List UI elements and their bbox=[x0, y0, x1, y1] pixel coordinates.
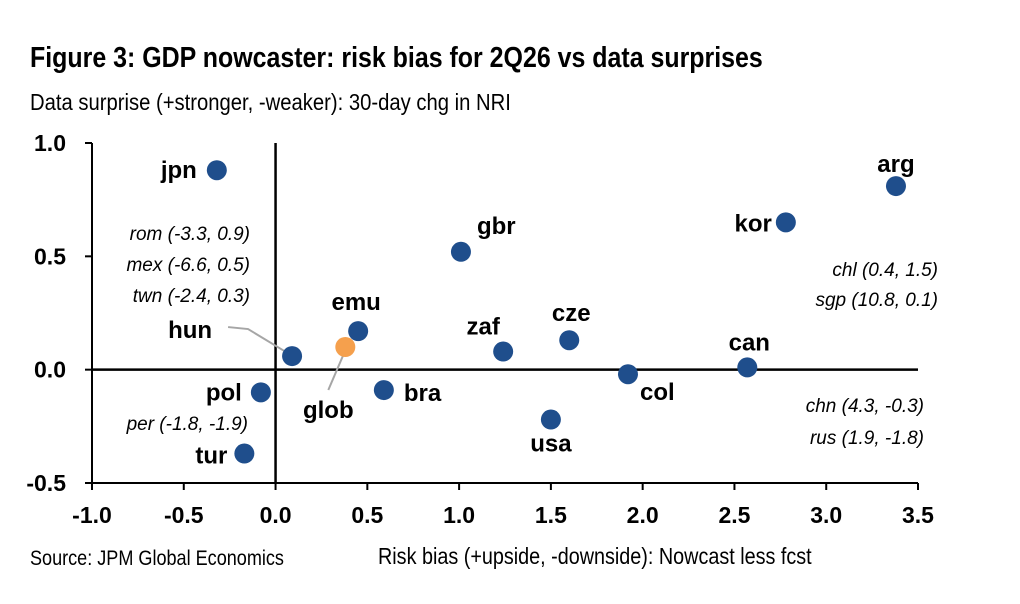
x-tick-label: 3.0 bbox=[810, 502, 842, 528]
data-label-jpn: jpn bbox=[160, 157, 197, 184]
x-tick-label: 0.5 bbox=[351, 502, 383, 528]
data-label-tur: tur bbox=[195, 443, 227, 470]
data-label-pol: pol bbox=[206, 379, 242, 406]
offscale-annotation: mex (-6.6, 0.5) bbox=[126, 255, 250, 276]
x-tick-label: 2.5 bbox=[718, 502, 750, 528]
data-point-pol bbox=[250, 382, 271, 403]
data-point-cze bbox=[559, 330, 580, 351]
x-tick-label: -1.0 bbox=[72, 502, 112, 528]
source-note: Source: JPM Global Economics bbox=[30, 547, 284, 570]
y-tick-label: 1.0 bbox=[34, 130, 66, 156]
chart-subtitle: Data surprise (+stronger, -weaker): 30-d… bbox=[30, 89, 511, 115]
data-point-col bbox=[617, 364, 638, 385]
x-tick-label: 0.0 bbox=[260, 502, 292, 528]
data-point-hun bbox=[282, 346, 303, 367]
data-label-arg: arg bbox=[877, 151, 914, 178]
data-point-jpn bbox=[206, 160, 227, 181]
data-label-hun: hun bbox=[168, 317, 212, 344]
y-tick-label: 0.0 bbox=[34, 357, 66, 383]
data-label-emu: emu bbox=[331, 289, 380, 316]
data-label-kor: kor bbox=[734, 210, 771, 237]
offscale-annotation: chn (4.3, -0.3) bbox=[806, 396, 924, 417]
glob-leader-line bbox=[327, 354, 345, 391]
data-point-emu bbox=[348, 321, 369, 342]
offscale-annotation: twn (-2.4, 0.3) bbox=[133, 286, 250, 307]
data-label-gbr: gbr bbox=[477, 213, 516, 240]
data-point-glob bbox=[335, 337, 356, 357]
x-tick-label: 1.0 bbox=[443, 502, 475, 528]
data-point-tur bbox=[234, 443, 255, 464]
chart-title: Figure 3: GDP nowcaster: risk bias for 2… bbox=[30, 42, 763, 74]
offscale-annotation: per (-1.8, -1.9) bbox=[126, 414, 248, 435]
data-point-can bbox=[737, 357, 758, 378]
data-label-can: can bbox=[729, 329, 770, 356]
data-point-bra bbox=[373, 380, 394, 401]
offscale-annotation: rom (-3.3, 0.9) bbox=[130, 224, 250, 245]
data-label-zaf: zaf bbox=[466, 314, 500, 341]
x-tick-label: 2.0 bbox=[627, 502, 659, 528]
y-tick-label: 0.5 bbox=[34, 243, 66, 269]
offscale-annotation: rus (1.9, -1.8) bbox=[810, 428, 924, 449]
data-label-glob: glob bbox=[303, 397, 354, 424]
data-label-bra: bra bbox=[404, 380, 442, 407]
offscale-annotation: sgp (10.8, 0.1) bbox=[815, 290, 938, 311]
x-tick-label: 3.5 bbox=[902, 502, 934, 528]
y-tick-label: -0.5 bbox=[26, 470, 66, 496]
x-tick-label: 1.5 bbox=[535, 502, 567, 528]
data-label-cze: cze bbox=[552, 300, 591, 327]
x-tick-label: -0.5 bbox=[164, 502, 204, 528]
offscale-annotation: chl (0.4, 1.5) bbox=[832, 260, 938, 281]
data-point-kor bbox=[775, 212, 796, 233]
data-point-zaf bbox=[493, 341, 514, 362]
data-label-col: col bbox=[640, 379, 675, 406]
hun-leader-line bbox=[227, 326, 287, 353]
data-point-gbr bbox=[450, 241, 471, 262]
data-point-arg bbox=[885, 176, 906, 197]
x-axis-title: Risk bias (+upside, -downside): Nowcast … bbox=[378, 543, 812, 569]
data-label-usa: usa bbox=[530, 431, 572, 458]
data-point-usa bbox=[540, 409, 561, 430]
